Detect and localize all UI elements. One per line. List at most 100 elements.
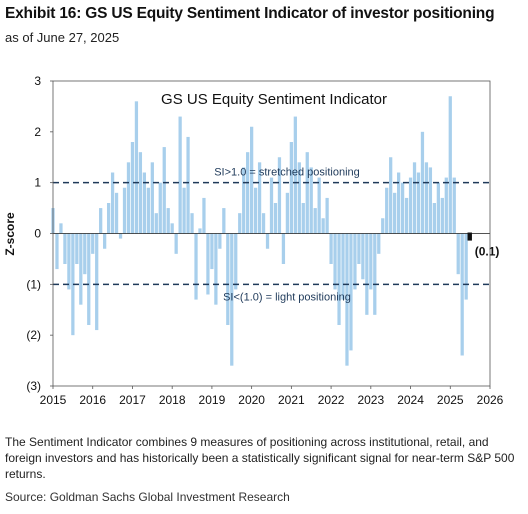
data-bar	[253, 187, 258, 234]
y-tick-label: 0	[34, 227, 41, 241]
x-tick-label: 2023	[357, 393, 384, 407]
data-bar	[381, 218, 385, 234]
data-bar	[420, 131, 425, 234]
data-bar	[273, 203, 278, 234]
x-tick-label: 2021	[278, 393, 305, 407]
data-bar	[269, 177, 274, 234]
data-bar	[436, 182, 440, 234]
data-bar	[353, 233, 357, 290]
data-bar	[118, 233, 123, 239]
data-bar	[373, 233, 377, 315]
data-bar	[103, 233, 107, 249]
data-bar	[174, 233, 178, 254]
data-bar	[158, 182, 162, 234]
last-value-marker	[467, 232, 472, 241]
x-tick-label: 2020	[238, 393, 265, 407]
data-bar	[444, 177, 448, 234]
data-bar	[265, 233, 270, 249]
data-bar	[404, 197, 409, 234]
x-tick-label: 2025	[437, 393, 464, 407]
x-tick-label: 2017	[119, 393, 146, 407]
data-bar	[377, 233, 381, 254]
footnote: The Sentiment Indicator combines 9 measu…	[5, 435, 515, 481]
data-bar	[393, 192, 397, 234]
data-bar	[293, 116, 297, 234]
data-bar	[416, 172, 421, 234]
data-bar	[400, 182, 405, 234]
data-bar	[365, 233, 369, 315]
y-tick-label: 3	[34, 74, 41, 88]
data-bar	[162, 147, 166, 234]
data-bar	[71, 233, 75, 336]
data-bar	[138, 152, 143, 234]
x-tick-label: 2024	[397, 393, 424, 407]
data-bar	[146, 187, 150, 234]
data-bar	[238, 213, 242, 234]
x-tick-label: 2022	[318, 393, 345, 407]
data-bar	[385, 187, 389, 234]
data-bar	[170, 223, 174, 234]
data-bar	[281, 233, 286, 264]
data-bar	[456, 233, 460, 275]
data-bar	[460, 233, 464, 356]
data-bar	[301, 203, 305, 234]
y-tick-label: (3)	[26, 379, 41, 393]
last-value-label: (0.1)	[475, 245, 500, 259]
data-bar	[218, 233, 222, 249]
data-bar	[329, 233, 333, 264]
data-bar	[408, 177, 413, 234]
data-bar	[389, 157, 393, 234]
data-bar	[106, 203, 111, 234]
data-bar	[246, 152, 250, 234]
data-bar	[432, 203, 437, 234]
data-bar	[122, 187, 127, 234]
exhibit-title: Exhibit 16: GS US Equity Sentiment Indic…	[5, 5, 495, 22]
axes-layer: SI>1.0 = stretched positioning SI<(1.0) =…	[26, 74, 503, 407]
data-bar	[428, 167, 433, 234]
data-bar	[448, 96, 452, 234]
exhibit-subtitle: as of June 27, 2025	[5, 30, 120, 45]
data-bar	[369, 233, 373, 290]
data-bar	[349, 233, 353, 351]
data-bar	[154, 213, 158, 234]
data-bar	[309, 167, 313, 234]
data-bar	[313, 208, 317, 234]
chart-title: GS US Equity Sentiment Indicator	[161, 91, 387, 108]
data-bar	[277, 157, 282, 234]
data-bar	[83, 233, 87, 275]
data-bar	[257, 162, 262, 234]
data-bar	[202, 197, 206, 234]
data-bar	[194, 233, 198, 300]
data-bar	[95, 233, 99, 331]
data-bar	[206, 233, 210, 295]
data-bar	[397, 172, 401, 234]
x-tick-label: 2026	[477, 393, 504, 407]
data-bar	[79, 233, 83, 305]
x-tick-label: 2018	[159, 393, 186, 407]
data-bar	[464, 233, 468, 300]
data-bar	[452, 177, 456, 234]
data-bar	[55, 233, 59, 270]
data-bar	[333, 233, 337, 290]
data-bar	[142, 172, 146, 234]
data-bar	[289, 142, 293, 234]
data-bar	[59, 223, 63, 234]
data-bar	[297, 162, 301, 234]
data-bar	[182, 187, 186, 234]
data-bar	[424, 162, 429, 234]
data-bar	[130, 142, 135, 234]
data-bar	[63, 233, 67, 264]
y-tick-label: (1)	[26, 277, 41, 291]
data-bar	[150, 162, 154, 234]
data-bar	[440, 197, 444, 234]
data-bar	[75, 233, 79, 264]
y-tick-label: 1	[34, 176, 41, 190]
data-bar	[361, 233, 365, 280]
data-bar	[91, 233, 95, 254]
data-bar	[325, 197, 329, 234]
y-axis-label: Z-score	[3, 212, 17, 256]
x-tick-label: 2019	[199, 393, 226, 407]
data-bar	[357, 233, 361, 264]
data-bar	[341, 233, 345, 300]
data-bar	[198, 228, 202, 234]
